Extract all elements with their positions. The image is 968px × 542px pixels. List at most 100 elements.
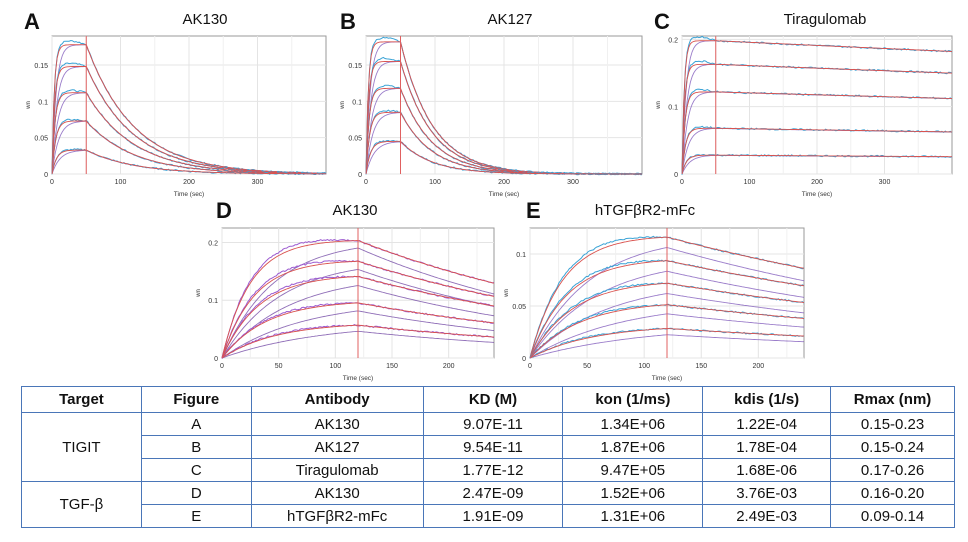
cell-figure: E <box>140 504 252 528</box>
cell-kdis: 1.68E-06 <box>702 458 832 482</box>
y-tick-label: 0.1 <box>516 252 526 259</box>
x-tick-label: 200 <box>811 179 823 186</box>
series-line-fit <box>681 127 952 175</box>
x-tick-label: 300 <box>879 179 891 186</box>
y-tick-label: 0.05 <box>348 136 362 143</box>
x-axis-label: Time (sec) <box>174 191 204 198</box>
table-row: TIGIT A AK130 9.07E-11 1.34E+06 1.22E-04… <box>21 412 955 482</box>
table-row: C Tiragulomab 1.77E-12 9.47E+05 1.68E-06… <box>22 458 955 482</box>
x-tick-label: 0 <box>220 363 224 370</box>
x-tick-label: 0 <box>680 179 684 186</box>
y-tick-label: 0 <box>44 172 48 179</box>
y-tick-label: 0 <box>358 172 362 179</box>
binding-chart-a: 0 0.05 0.1 0.15 0 100 200 300 Time (sec) wn <box>26 35 327 198</box>
x-tick-label: 100 <box>638 363 650 370</box>
panel-letter-a: A <box>24 9 40 34</box>
cell-kon: 1.34E+06 <box>562 412 704 436</box>
header-kd: KD (M) <box>422 386 564 413</box>
series-line-fit <box>365 140 642 175</box>
x-tick-label: 200 <box>498 179 510 186</box>
cell-kdis: 3.76E-03 <box>702 481 832 505</box>
cell-antibody: Tiragulomab <box>250 458 424 482</box>
header-rmax: Rmax (nm) <box>830 386 955 413</box>
header-kon: kon (1/ms) <box>562 386 704 413</box>
cell-antibody: AK127 <box>250 435 424 459</box>
cell-kon: 1.52E+06 <box>562 481 704 505</box>
y-tick-label: 0.05 <box>512 304 526 311</box>
cell-antibody: hTGFβR2-mFc <box>250 504 424 528</box>
x-axis-label: Time (sec) <box>489 191 519 198</box>
binding-chart-c: 0 0.1 0.2 0 100 200 300 Time (sec) wn <box>656 35 953 198</box>
x-tick-label: 150 <box>695 363 707 370</box>
cell-kon: 1.87E+06 <box>562 435 704 459</box>
y-tick-label: 0.1 <box>352 99 362 106</box>
table-header-row: Target Figure Antibody KD (M) kon (1/ms)… <box>21 386 955 413</box>
x-tick-label: 50 <box>583 363 591 370</box>
cell-figure: B <box>140 435 252 459</box>
x-tick-label: 300 <box>567 179 579 186</box>
y-axis-label: wn <box>340 101 346 110</box>
y-axis-label: wn <box>504 289 510 298</box>
y-tick-label: 0 <box>522 356 526 363</box>
header-kdis: kdis (1/s) <box>702 386 832 413</box>
binding-chart-e: 0 0.05 0.1 0 50 100 150 200 Time (sec) wn <box>504 227 805 382</box>
cell-kdis: 1.78E-04 <box>702 435 832 459</box>
cell-kd: 9.54E-11 <box>422 435 564 459</box>
x-tick-label: 0 <box>50 179 54 186</box>
header-figure: Figure <box>140 386 252 413</box>
x-tick-label: 0 <box>528 363 532 370</box>
cell-rmax: 0.09-0.14 <box>830 504 955 528</box>
x-tick-label: 200 <box>443 363 455 370</box>
cell-kd: 2.47E-09 <box>422 481 564 505</box>
y-axis-label: wn <box>26 101 32 110</box>
panel-title-a: AK130 <box>182 11 228 28</box>
binding-chart-b: 0 0.05 0.1 0.15 0 100 200 300 Time (sec) wn <box>340 35 643 198</box>
table-row: B AK127 9.54E-11 1.87E+06 1.78E-04 0.15-… <box>22 435 955 459</box>
cell-figure: A <box>140 412 252 436</box>
y-tick-label: 0.15 <box>348 63 362 70</box>
table-row: TGF-β D AK130 2.47E-09 1.52E+06 3.76E-03… <box>21 481 955 528</box>
series-line-fit <box>681 63 952 175</box>
panel-title-c: Tiragulomab <box>783 11 867 28</box>
y-axis-label: wn <box>196 289 202 298</box>
panel-title-d: AK130 <box>332 202 378 219</box>
y-tick-label: 0 <box>674 172 678 179</box>
cell-kd: 1.77E-12 <box>422 458 564 482</box>
binding-chart-d: 0 0.1 0.2 0 50 100 150 200 Time (sec) wn <box>196 227 495 382</box>
cell-kdis: 1.22E-04 <box>702 412 832 436</box>
panel-letter-c: C <box>654 9 670 34</box>
series-line-fit <box>51 149 326 175</box>
series-line-fit <box>681 40 953 175</box>
cell-antibody: AK130 <box>250 412 424 436</box>
panel-title-e: hTGFβR2-mFc <box>594 202 696 219</box>
cell-kdis: 2.49E-03 <box>702 504 832 528</box>
kinetics-table: Target Figure Antibody KD (M) kon (1/ms)… <box>21 386 955 528</box>
panel-title-b: AK127 <box>487 11 533 28</box>
cell-rmax: 0.17-0.26 <box>830 458 955 482</box>
x-tick-label: 150 <box>386 363 398 370</box>
table-row: E hTGFβR2-mFc 1.91E-09 1.31E+06 2.49E-03… <box>22 504 955 528</box>
x-tick-label: 100 <box>115 179 127 186</box>
y-tick-label: 0.1 <box>38 99 48 106</box>
y-tick-label: 0.05 <box>34 136 48 143</box>
header-antibody: Antibody <box>250 386 424 413</box>
series-line-fit <box>681 91 953 175</box>
cell-figure: D <box>140 481 252 505</box>
cell-rmax: 0.16-0.20 <box>830 481 955 505</box>
panel-letter-e: E <box>526 198 541 223</box>
cell-rmax: 0.15-0.24 <box>830 435 955 459</box>
cell-figure: C <box>140 458 252 482</box>
x-tick-label: 100 <box>329 363 341 370</box>
y-tick-label: 0 <box>214 356 218 363</box>
y-tick-label: 0.2 <box>668 37 678 44</box>
cell-kd: 1.91E-09 <box>422 504 564 528</box>
cell-antibody: AK130 <box>250 481 424 505</box>
y-tick-label: 0.1 <box>208 298 218 305</box>
target-group-tgf-beta: TGF-β <box>21 481 142 528</box>
x-tick-label: 0 <box>364 179 368 186</box>
x-axis-label: Time (sec) <box>802 191 832 198</box>
y-tick-label: 0.2 <box>208 240 218 247</box>
y-tick-label: 0.1 <box>668 105 678 112</box>
panel-letter-b: B <box>340 9 356 34</box>
x-tick-label: 300 <box>252 179 264 186</box>
